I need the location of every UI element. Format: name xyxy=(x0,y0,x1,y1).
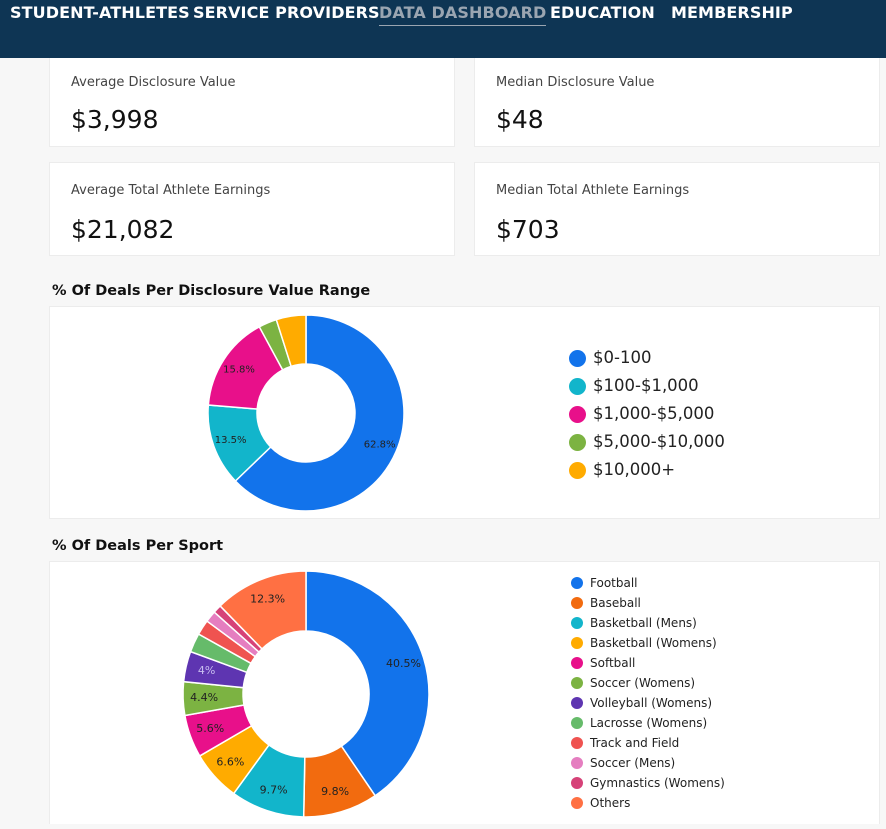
stat-card-median-earnings: Median Total Athlete Earnings $703 xyxy=(474,162,880,256)
legend-dot-softball xyxy=(571,657,583,669)
legend-dot-lacrosse-womens xyxy=(571,717,583,729)
slice-0-100[interactable] xyxy=(234,314,405,512)
legend-dot-basketball-womens xyxy=(571,637,583,649)
slice-10-000[interactable] xyxy=(275,314,307,368)
slice-label-softball: 5.6% xyxy=(196,722,224,735)
legend-label-baseball: Baseball xyxy=(590,596,641,610)
legend-label-0-100: $0-100 xyxy=(593,348,652,367)
legend-label-100-1-000: $100-$1,000 xyxy=(593,376,699,395)
legend-label-lacrosse-womens: Lacrosse (Womens) xyxy=(590,716,708,730)
nav-education[interactable]: EDUCATION xyxy=(550,3,655,22)
slice-label-football: 40.5% xyxy=(386,657,421,670)
legend-label-others: Others xyxy=(590,796,631,810)
legend-label-soccer-womens: Soccer (Womens) xyxy=(590,676,696,690)
legend-dot-football xyxy=(571,577,583,589)
stat-label: Average Total Athlete Earnings xyxy=(71,183,271,198)
legend-dot-gymnastics-womens xyxy=(571,777,583,789)
sport-donut-chart: 40.5% 9.8% 9.7% 6.6% 5.6% 4.4% 4% 12.3% xyxy=(182,570,430,818)
legend-dot-1-000-5-000 xyxy=(569,405,586,423)
legend-dot-soccer-mens xyxy=(571,757,583,769)
slice-label-100-1-000: 13.5% xyxy=(215,435,247,446)
legend-label-10-000: $10,000+ xyxy=(593,460,676,479)
legend-label-basketball-mens: Basketball (Mens) xyxy=(590,616,697,630)
legend-dot-track-and-field xyxy=(571,737,583,749)
legend-label-soccer-mens: Soccer (Mens) xyxy=(590,756,676,770)
stat-value: $3,998 xyxy=(71,105,159,134)
slice-label-volleyball-womens: 4% xyxy=(198,664,215,677)
legend-label-gymnastics-womens: Gymnastics (Womens) xyxy=(590,776,725,790)
stat-card-avg-earnings: Average Total Athlete Earnings $21,082 xyxy=(49,162,455,256)
nav-data-dashboard[interactable]: DATA DASHBOARD xyxy=(379,3,547,26)
legend-dot-soccer-womens xyxy=(571,677,583,689)
nav-membership[interactable]: MEMBERSHIP xyxy=(671,3,793,22)
legend-label-basketball-womens: Basketball (Womens) xyxy=(590,636,717,650)
legend-dot-volleyball-womens xyxy=(571,697,583,709)
legend-dot-10-000 xyxy=(569,461,586,479)
chart-card-disclosure-range: 62.8% 13.5% 15.8% $0-100 $100-$1,000 $1,000-… xyxy=(49,306,880,519)
nav-student-athletes[interactable]: STUDENT-ATHLETES xyxy=(10,3,190,22)
slice-label-0-100: 62.8% xyxy=(364,439,396,450)
slice-label-basketball-womens: 6.6% xyxy=(216,755,244,768)
chart-card-sport: 40.5% 9.8% 9.7% 6.6% 5.6% 4.4% 4% 12.3% Footbal… xyxy=(49,561,880,824)
legend-label-1-000-5-000: $1,000-$5,000 xyxy=(593,404,715,423)
slice-others[interactable] xyxy=(219,570,307,650)
legend-dot-basketball-mens xyxy=(571,617,583,629)
stat-card-avg-disclosure: Average Disclosure Value $3,998 xyxy=(49,58,455,147)
stat-value: $21,082 xyxy=(71,215,175,244)
stat-label: Median Disclosure Value xyxy=(496,75,655,90)
slice-football[interactable] xyxy=(305,570,430,797)
legend-label-track-and-field: Track and Field xyxy=(590,736,680,750)
legend-label-football: Football xyxy=(590,576,638,590)
slice-label-baseball: 9.8% xyxy=(321,785,349,798)
stat-label: Average Disclosure Value xyxy=(71,75,236,90)
slice-label-others: 12.3% xyxy=(250,593,285,606)
legend-label-softball: Softball xyxy=(590,656,636,670)
disclosure-range-donut-chart: 62.8% 13.5% 15.8% xyxy=(207,314,405,512)
legend-label-volleyball-womens: Volleyball (Womens) xyxy=(590,696,713,710)
nav-service-providers[interactable]: SERVICE PROVIDERS xyxy=(193,3,380,22)
legend-dot-5-000-10-000 xyxy=(569,433,586,451)
stat-label: Median Total Athlete Earnings xyxy=(496,183,690,198)
slice-label-soccer-womens: 4.4% xyxy=(190,691,218,704)
slice-label-basketball-mens: 9.7% xyxy=(260,784,288,797)
legend-dot-baseball xyxy=(571,597,583,609)
legend-dot-100-1-000 xyxy=(569,377,586,395)
chart-title-disclosure-range: % Of Deals Per Disclosure Value Range xyxy=(52,283,371,299)
slice-label-1-000-5-000: 15.8% xyxy=(223,364,255,375)
legend-label-5-000-10-000: $5,000-$10,000 xyxy=(593,432,725,451)
chart-title-sport: % Of Deals Per Sport xyxy=(52,538,224,554)
top-nav: STUDENT-ATHLETES SERVICE PROVIDERS DATA … xyxy=(0,0,886,58)
legend-dot-others xyxy=(571,797,583,809)
stat-card-median-disclosure: Median Disclosure Value $48 xyxy=(474,58,880,147)
legend-dot-0-100 xyxy=(569,349,586,367)
stat-value: $703 xyxy=(496,215,560,244)
stat-value: $48 xyxy=(496,105,544,134)
